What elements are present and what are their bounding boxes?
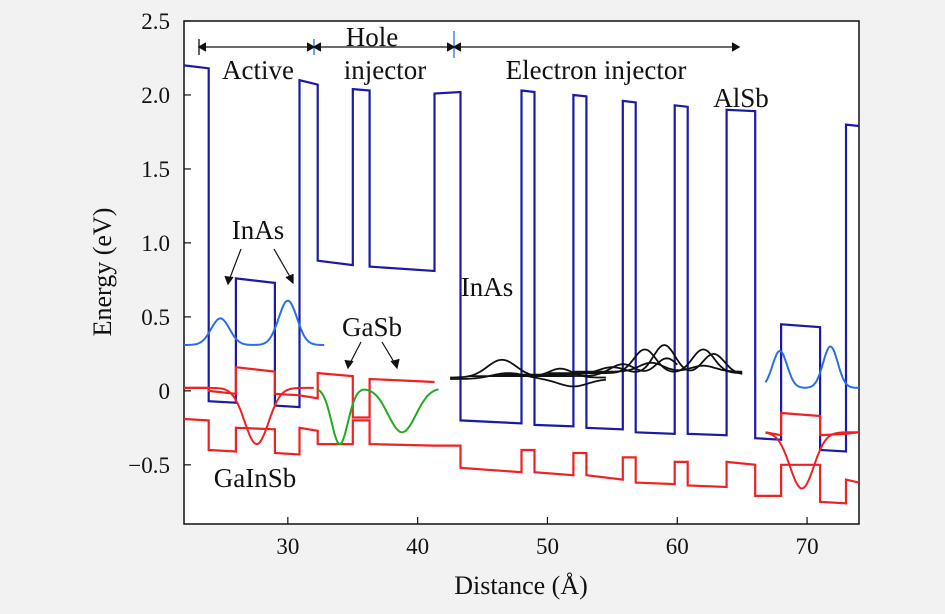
wavefunction-electron-active: [184, 299, 325, 346]
wavefunction-electron-injector-2: [469, 357, 678, 377]
y-tick-label: 0.5: [141, 305, 170, 330]
wavefunction-layer: [184, 299, 859, 490]
y-tick-label: 2.0: [141, 83, 170, 108]
series-line-valence-band-active-and-hole-injector-well: [184, 365, 435, 419]
ticks-layer: 30 40 50 60 70 2.5 2.0 1.5 1.0 0.5 0 −0.5: [128, 9, 818, 559]
region-arrows: [197, 31, 741, 58]
wavefunction-electron-injector-4: [495, 344, 743, 376]
series-line-valence-band-right-well: [765, 411, 859, 437]
annotation-gainsb: GaInSb: [214, 463, 297, 493]
wavefunction-hole-active: [184, 386, 314, 445]
y-tick-label: 1.5: [141, 157, 170, 182]
annotation-inas-left: InAs: [232, 215, 285, 245]
annotation-injector: injector: [344, 55, 426, 85]
x-tick-label: 40: [406, 534, 429, 559]
x-tick-label: 50: [536, 534, 559, 559]
series-line-valence-band: [184, 417, 859, 505]
series-line-conduction-band: [184, 64, 859, 453]
x-tick-label: 60: [666, 534, 689, 559]
y-tick-label: 0: [159, 379, 171, 404]
annotation-gasb: GaSb: [342, 312, 402, 342]
annotation-pointers: [224, 248, 400, 370]
wavefunction-electron-injector-5: [573, 361, 743, 373]
annotation-electron-injector: Electron injector: [506, 55, 687, 85]
annotation-inas-right: InAs: [461, 272, 514, 302]
x-tick-label: 30: [276, 534, 299, 559]
wavefunction-electron-injector-3: [547, 348, 743, 374]
y-tick-label: −0.5: [128, 453, 170, 478]
wavefunction-electron-right: [764, 345, 859, 389]
wavefunction-hole-right: [765, 431, 859, 490]
series-layer: [184, 64, 859, 505]
x-axis-label: Distance (Å): [454, 571, 588, 600]
y-tick-label: 2.5: [141, 9, 170, 34]
annotation-hole: Hole: [346, 22, 399, 52]
annotation-alsb: AlSb: [713, 83, 769, 113]
wavefunction-hole-injector: [317, 388, 439, 446]
y-tick-label: 1.0: [141, 231, 170, 256]
x-tick-label: 70: [796, 534, 819, 559]
annotation-active: Active: [222, 55, 294, 85]
y-axis-label: Energy (eV): [88, 208, 117, 337]
